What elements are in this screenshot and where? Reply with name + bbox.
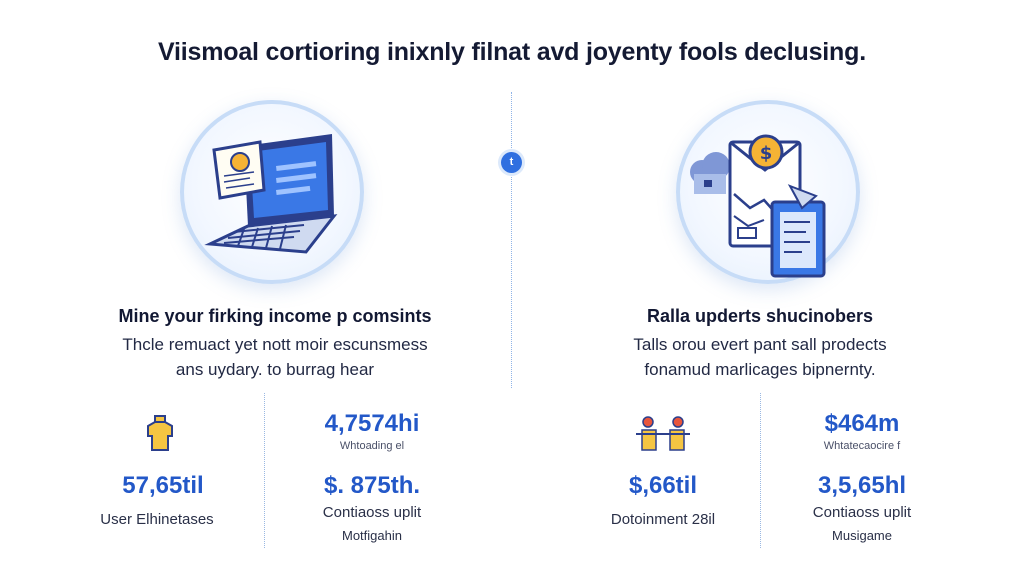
left-stat-label-c2: Motfigahin <box>342 528 402 543</box>
money-envelope-icon: $ <box>690 134 826 278</box>
finance-illustration: $ <box>676 100 860 284</box>
left-description-line1: Thcle remuact yet nott moir escunsmess <box>122 335 428 354</box>
left-stat-sub-b: Whtoading el <box>339 440 405 452</box>
center-divider <box>511 92 512 388</box>
left-heading: Mine your firking income p comsints <box>118 306 432 326</box>
shirt-icon <box>140 414 180 459</box>
page-title: Viismoal cortioring inixnly filnat avd j… <box>158 38 866 66</box>
right-description-line2: fonamud marlicages bipnernty. <box>644 360 876 379</box>
center-marker: t <box>501 152 522 173</box>
svg-text:$: $ <box>760 143 773 164</box>
left-description: Thcle remuact yet nott moir escunsmess a… <box>65 332 485 382</box>
right-stat-label-c2: Musigame <box>832 528 892 543</box>
right-description-line1: Talls orou evert pant sall prodects <box>633 335 887 354</box>
left-description-line2: ans uydary. to burrag hear <box>175 360 375 379</box>
right-stat-label-a: Dotoinment 28il <box>610 511 716 528</box>
left-stat-value-a: 57,65til <box>122 472 204 499</box>
right-description: Talls orou evert pant sall prodects fona… <box>550 332 970 382</box>
left-stats-divider <box>264 393 265 548</box>
right-stat-value-c: 3,5,65hl <box>817 472 907 499</box>
right-stat-value-b: $464m <box>824 410 900 437</box>
right-stat-label-c1: Contiaoss uplit <box>812 504 912 521</box>
left-stat-value-c: $. 875th. <box>323 472 421 499</box>
right-stat-value-a: $,66til <box>628 472 698 499</box>
right-stats-divider <box>760 393 761 548</box>
left-stat-label-a: User Elhinetases <box>100 511 214 528</box>
left-stat-label-c1: Contiaoss uplit <box>322 504 422 521</box>
left-stat-value-b: 4,7574hi <box>324 410 420 437</box>
right-heading: Ralla upderts shucinobers <box>646 306 874 326</box>
laptop-illustration <box>180 100 364 284</box>
people-handshake-icon <box>634 414 692 459</box>
right-stat-sub-b: Whtatecaocire f <box>823 440 901 452</box>
laptop-icon <box>204 134 338 254</box>
